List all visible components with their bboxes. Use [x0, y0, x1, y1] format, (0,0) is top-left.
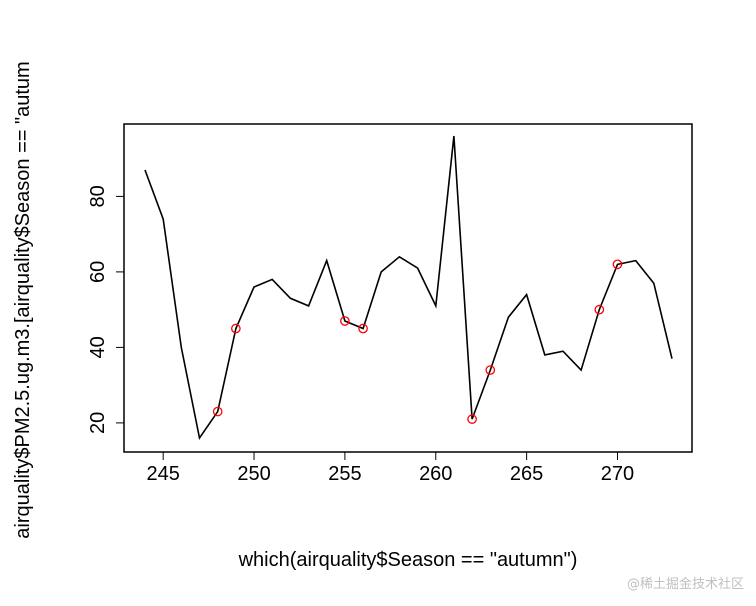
x-tick-label: 250 — [237, 463, 270, 485]
y-tick-label: 60 — [87, 261, 109, 283]
y-tick-label: 20 — [87, 412, 109, 434]
highlighted-point — [212, 406, 223, 417]
y-tick-label: 40 — [87, 336, 109, 358]
y-tick-label: 80 — [87, 185, 109, 207]
series-line — [144, 135, 673, 441]
x-tick-label: 260 — [419, 463, 452, 485]
x-axis-label: which(airquality$Season == "autumn") — [238, 549, 578, 571]
highlighted-points — [212, 259, 623, 424]
y-axis-label: airquality$PM2.5.ug.m3.[airquality$Seaso… — [12, 61, 34, 538]
highlighted-point — [594, 304, 605, 315]
x-tick-label: 245 — [146, 463, 179, 485]
highlighted-point — [358, 323, 368, 334]
watermark-text: @稀土掘金技术社区 — [626, 577, 744, 592]
highlighted-point — [485, 365, 496, 375]
highlighted-point — [612, 259, 623, 270]
x-axis: 245 250 255 260 265 270 — [146, 451, 634, 485]
y-axis: 20 40 60 80 — [87, 185, 125, 434]
highlighted-point — [231, 323, 241, 334]
highlighted-point — [467, 414, 477, 424]
plot-frame — [123, 123, 693, 453]
highlighted-point — [340, 316, 350, 326]
x-tick-label: 265 — [510, 463, 543, 485]
x-tick-label: 270 — [601, 463, 634, 485]
x-tick-label: 255 — [328, 463, 361, 485]
